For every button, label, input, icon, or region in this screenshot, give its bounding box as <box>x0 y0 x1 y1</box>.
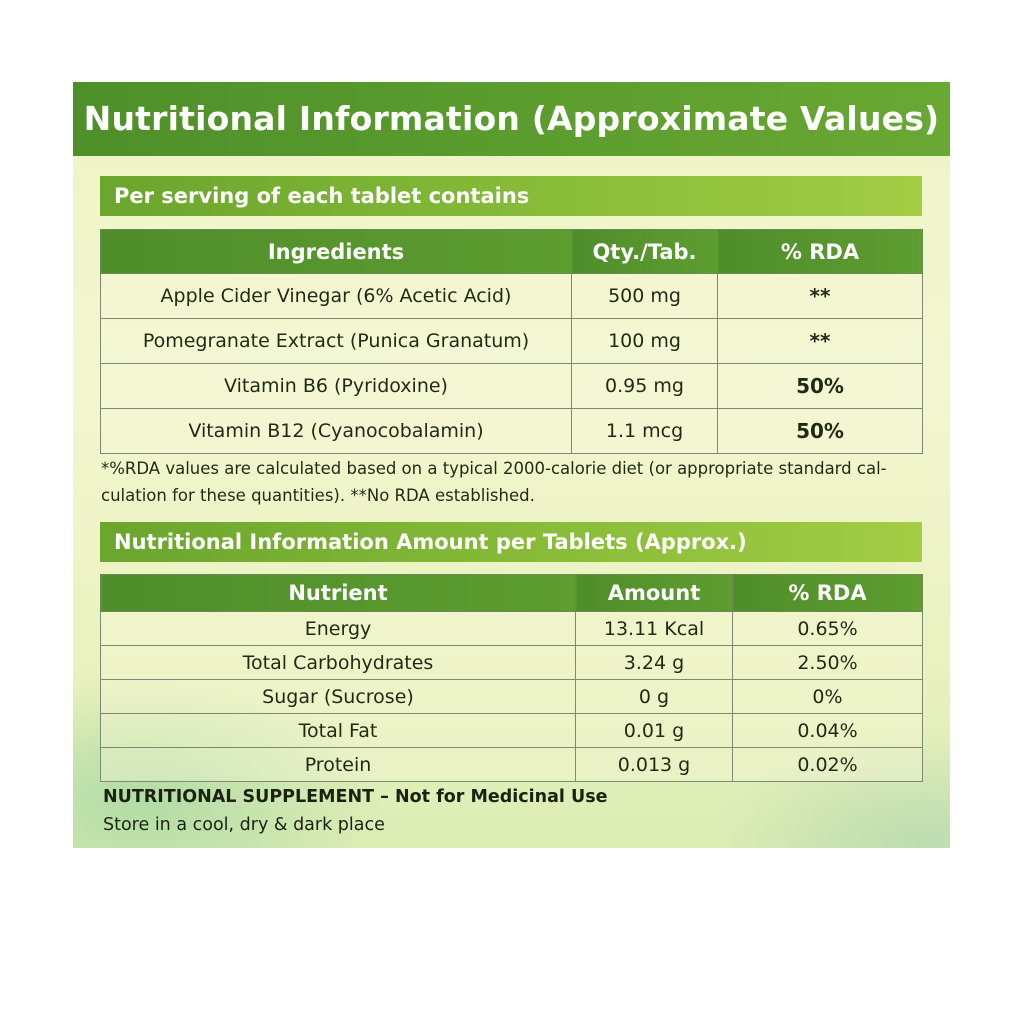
ingredient-qty: 0.95 mg <box>571 363 718 409</box>
column-header-qty: Qty./Tab. <box>571 229 718 274</box>
nutrient-amount: 0 g <box>575 679 733 714</box>
ingredient-rda: 50% <box>717 363 923 409</box>
table-row: Vitamin B12 (Cyanocobalamin) 1.1 mcg 50% <box>100 408 923 454</box>
nutrient-amount: 0.01 g <box>575 713 733 748</box>
ingredient-qty: 100 mg <box>571 318 718 364</box>
table-row: Total Carbohydrates 3.24 g 2.50% <box>100 645 923 680</box>
section-heading-per-serving: Per serving of each tablet contains <box>100 176 922 216</box>
ingredient-rda: ** <box>717 273 923 319</box>
ingredient-name: Apple Cider Vinegar (6% Acetic Acid) <box>100 273 572 319</box>
table-header-row: Ingredients Qty./Tab. % RDA <box>100 229 923 274</box>
ingredient-qty: 1.1 mcg <box>571 408 718 454</box>
table-row: Sugar (Sucrose) 0 g 0% <box>100 679 923 714</box>
nutrient-name: Total Carbohydrates <box>100 645 576 680</box>
footnote-line: culation for these quantities). **No RDA… <box>101 486 535 505</box>
nutrient-rda: 2.50% <box>732 645 923 680</box>
column-header-nutrient: Nutrient <box>100 574 576 612</box>
table-row: Protein 0.013 g 0.02% <box>100 747 923 782</box>
table-row: Apple Cider Vinegar (6% Acetic Acid) 500… <box>100 273 923 319</box>
table-header-row: Nutrient Amount % RDA <box>100 574 923 612</box>
page-title: Nutritional Information (Approximate Val… <box>73 82 950 156</box>
nutrient-amount: 0.013 g <box>575 747 733 782</box>
section-heading-nutrition: Nutritional Information Amount per Table… <box>100 522 922 562</box>
nutrient-name: Sugar (Sucrose) <box>100 679 576 714</box>
table-row: Energy 13.11 Kcal 0.65% <box>100 611 923 646</box>
nutrient-amount: 3.24 g <box>575 645 733 680</box>
ingredient-name: Vitamin B6 (Pyridoxine) <box>100 363 572 409</box>
column-header-rda: % RDA <box>717 229 923 274</box>
ingredient-rda: 50% <box>717 408 923 454</box>
ingredient-qty: 500 mg <box>571 273 718 319</box>
table-row: Pomegranate Extract (Punica Granatum) 10… <box>100 318 923 364</box>
footnote-line: *%RDA values are calculated based on a t… <box>101 459 887 478</box>
column-header-rda: % RDA <box>732 574 923 612</box>
column-header-ingredients: Ingredients <box>100 229 572 274</box>
table-row: Vitamin B6 (Pyridoxine) 0.95 mg 50% <box>100 363 923 409</box>
table-row: Total Fat 0.01 g 0.04% <box>100 713 923 748</box>
supplement-notice: NUTRITIONAL SUPPLEMENT – Not for Medicin… <box>103 787 608 807</box>
nutrient-rda: 0.02% <box>732 747 923 782</box>
nutrient-rda: 0.04% <box>732 713 923 748</box>
ingredient-name: Pomegranate Extract (Punica Granatum) <box>100 318 572 364</box>
nutrition-panel: Nutritional Information (Approximate Val… <box>73 82 950 848</box>
ingredient-name: Vitamin B12 (Cyanocobalamin) <box>100 408 572 454</box>
ingredient-rda: ** <box>717 318 923 364</box>
column-header-amount: Amount <box>575 574 733 612</box>
nutrient-name: Protein <box>100 747 576 782</box>
ingredients-table: Ingredients Qty./Tab. % RDA Apple Cider … <box>100 229 923 454</box>
rda-footnote: *%RDA values are calculated based on a t… <box>101 455 931 509</box>
storage-instructions: Store in a cool, dry & dark place <box>103 815 385 835</box>
nutrients-table: Nutrient Amount % RDA Energy 13.11 Kcal … <box>100 574 923 782</box>
nutrient-rda: 0.65% <box>732 611 923 646</box>
nutrient-name: Energy <box>100 611 576 646</box>
nutrient-name: Total Fat <box>100 713 576 748</box>
nutrient-rda: 0% <box>732 679 923 714</box>
nutrient-amount: 13.11 Kcal <box>575 611 733 646</box>
